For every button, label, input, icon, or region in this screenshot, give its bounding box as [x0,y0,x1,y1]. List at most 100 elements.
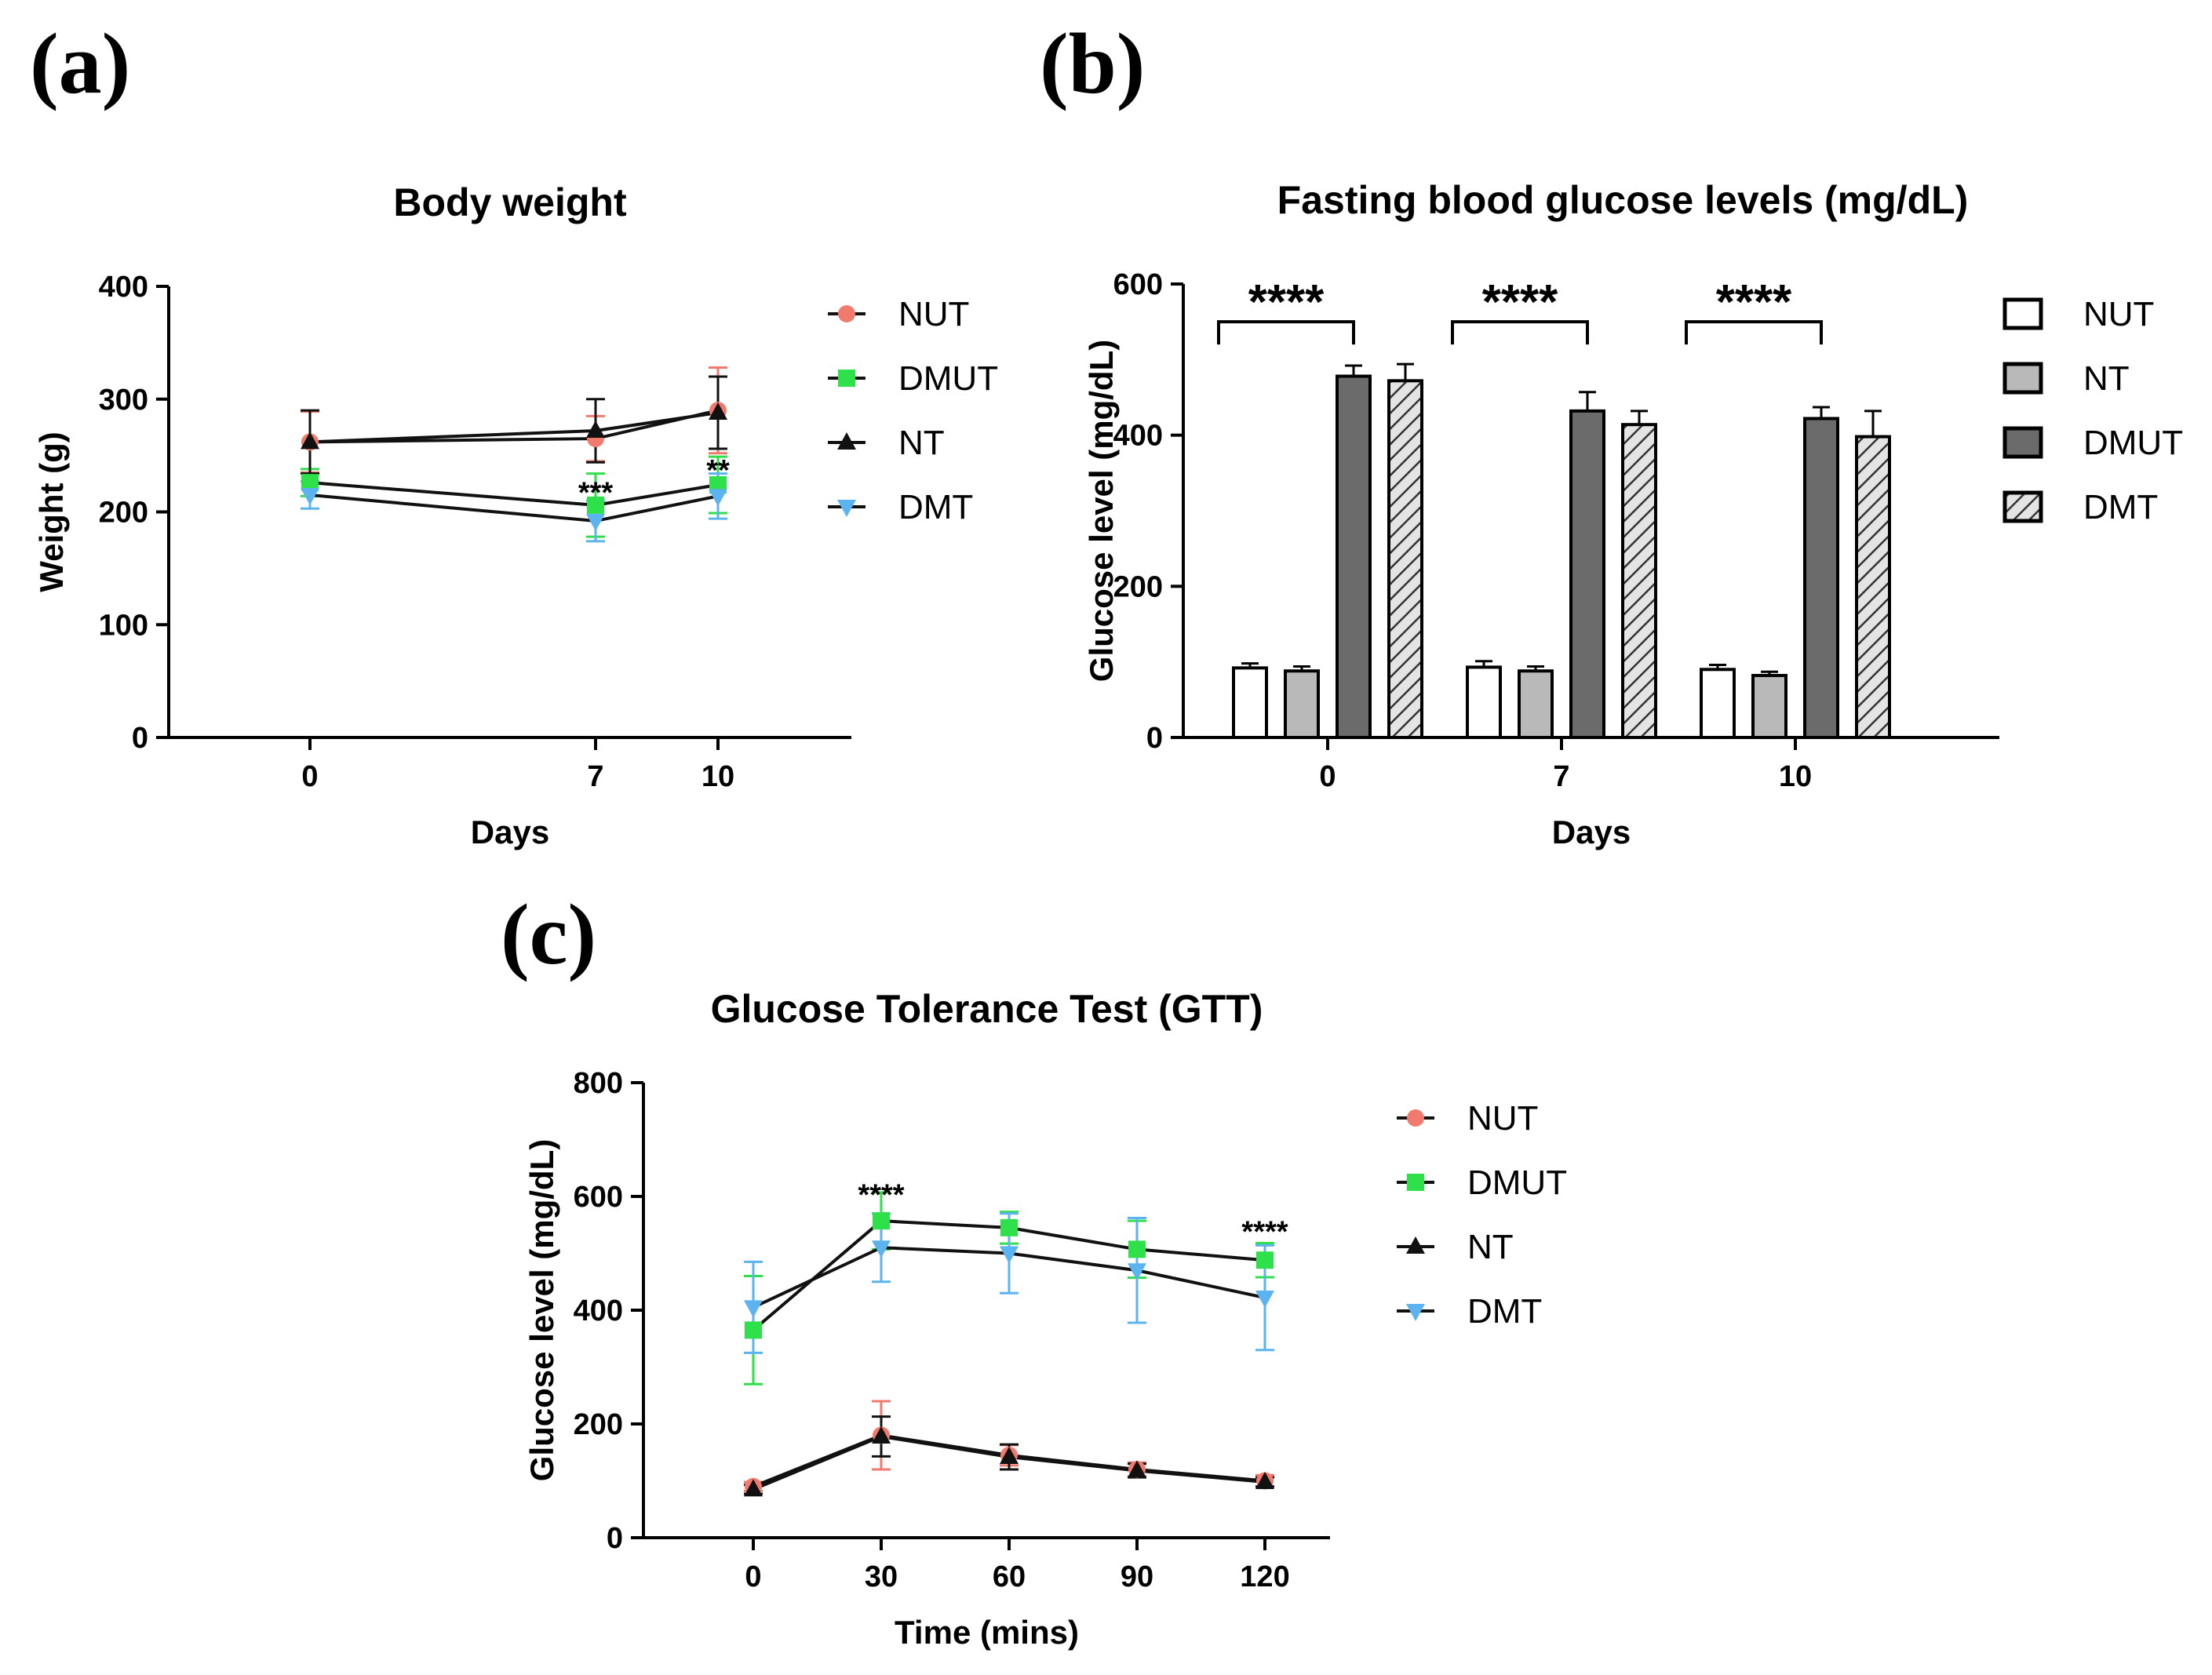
y-tick-label: 0 [1146,722,1163,755]
y-tick-label: 200 [99,497,148,530]
legend-label-nut: NUT [898,295,969,333]
significance-marker: ** [706,454,730,487]
point-dmt [1128,1263,1146,1281]
chart-title: Glucose Tolerance Test (GTT) [711,987,1263,1031]
legend-label-dmut: DMUT [1467,1163,1567,1202]
bar-nt-day-10 [1751,674,1787,739]
point-dmut [587,496,604,514]
point-dmt [872,1240,891,1258]
legend-swatch-dmut [2002,426,2043,459]
x-tick-label: 0 [1319,760,1336,793]
bar-nut-day-7 [1466,665,1502,739]
y-tick-label: 800 [574,1067,623,1100]
x-tick-label: 90 [1121,1560,1153,1593]
chart-title: Fasting blood glucose levels (mg/dL) [1277,178,1969,222]
point-nt [1000,1447,1019,1465]
series-line-nt [309,411,719,444]
chart-body-weight: Body weight 0 100 200 300 400 0 7 10 Days Weight (… [33,180,998,850]
x-axis-title: Days [471,814,549,850]
point-dmt [301,487,319,505]
legend-swatch-nut [2002,297,2043,330]
y-tick-label: 0 [132,722,148,755]
legend-marker-nut [1407,1109,1424,1127]
bar-nt-day-0 [1284,669,1320,740]
panel-label-c: (c) [501,887,596,982]
x-tick-label: 10 [1779,760,1812,793]
point-nt [1255,1471,1274,1489]
bar-nut-day-0 [1232,666,1268,740]
chart-title: Body weight [393,180,627,224]
significance-marker: **** [1716,275,1792,330]
x-tick-label: 7 [1553,760,1569,793]
significance-bracket [1451,320,1589,345]
legend-marker-dmt [837,500,856,517]
legend-marker-dmut [838,370,855,387]
significance-marker: **** [1482,275,1558,330]
point-dmut [1128,1240,1146,1258]
point-nt [872,1426,891,1444]
significance-bracket [1217,320,1355,345]
legend-label-dmt: DMT [898,488,973,526]
point-dmut [1000,1218,1018,1236]
significance-marker: **** [1248,275,1325,330]
legend-label-nt: NT [898,424,945,462]
legend-label-nt: NT [1467,1228,1514,1266]
point-dmut [1256,1251,1274,1269]
legend-marker-dmut [1407,1174,1424,1191]
point-nt [744,1479,763,1497]
bar-dmut-day-10 [1803,417,1839,739]
x-tick-label: 7 [587,760,603,793]
x-tick-label: 0 [301,760,318,793]
legend-label-nut: NUT [1467,1099,1538,1138]
y-tick-label: 600 [574,1181,623,1214]
x-tick-label: 30 [865,1560,898,1593]
point-dmt [709,489,727,507]
bar-dmut-day-7 [1569,409,1605,740]
legend-swatch-dmt [2002,490,2043,523]
x-axis-title: Time (mins) [895,1614,1079,1651]
legend-marker-dmt [1406,1304,1425,1321]
y-tick-label: 300 [99,384,148,417]
y-axis-title: Glucose level (mg/dL) [1083,340,1120,682]
significance-marker: *** [578,477,614,510]
y-axis-title: Glucose level (mg/dL) [523,1139,560,1481]
point-nt [301,431,319,450]
point-dmt [1000,1246,1019,1264]
point-nt [709,402,727,420]
series-line-nut [309,409,719,444]
point-dmt [744,1300,763,1318]
significance-bracket [1685,320,1823,345]
point-nt [586,421,605,438]
legend-label-dmt: DMT [1467,1292,1542,1331]
bar-dmt-day-7 [1621,423,1657,739]
legend-marker-nut [838,305,855,322]
legend-label-dmut: DMUT [898,359,998,398]
chart-fasting-glucose: Fasting blood glucose levels (mg/dL) 0 200… [1083,178,2183,850]
y-tick-label: 200 [574,1408,623,1441]
y-tick-label: 0 [607,1522,623,1555]
y-tick-label: 400 [99,271,148,304]
legend-label-nt: NT [2083,359,2130,398]
bar-dmt-day-0 [1387,379,1423,739]
panel-label-b: (b) [1040,16,1145,111]
y-tick-label: 200 [1113,570,1163,603]
x-tick-label: 10 [701,760,734,793]
significance-marker: **** [858,1178,904,1211]
bar-nut-day-10 [1700,668,1736,739]
y-tick-label: 600 [1113,268,1163,301]
point-dmut [873,1212,890,1230]
legend-label-nut: NUT [2083,295,2154,333]
point-dmut [301,474,319,492]
y-tick-label: 400 [574,1294,623,1327]
significance-marker: **** [1241,1216,1288,1249]
y-axis-title: Weight (g) [33,431,70,592]
bar-dmt-day-10 [1855,435,1891,739]
point-dmut [745,1321,762,1339]
legend-marker-nt [1406,1236,1425,1254]
legend-swatch-nt [2002,362,2043,395]
bar-dmut-day-0 [1336,374,1372,739]
panel-label-a: (a) [30,16,130,111]
legend-label-dmut: DMUT [2083,424,2183,462]
chart-gtt: Glucose Tolerance Test (GTT) 0 200 400 600 80… [523,987,1567,1651]
